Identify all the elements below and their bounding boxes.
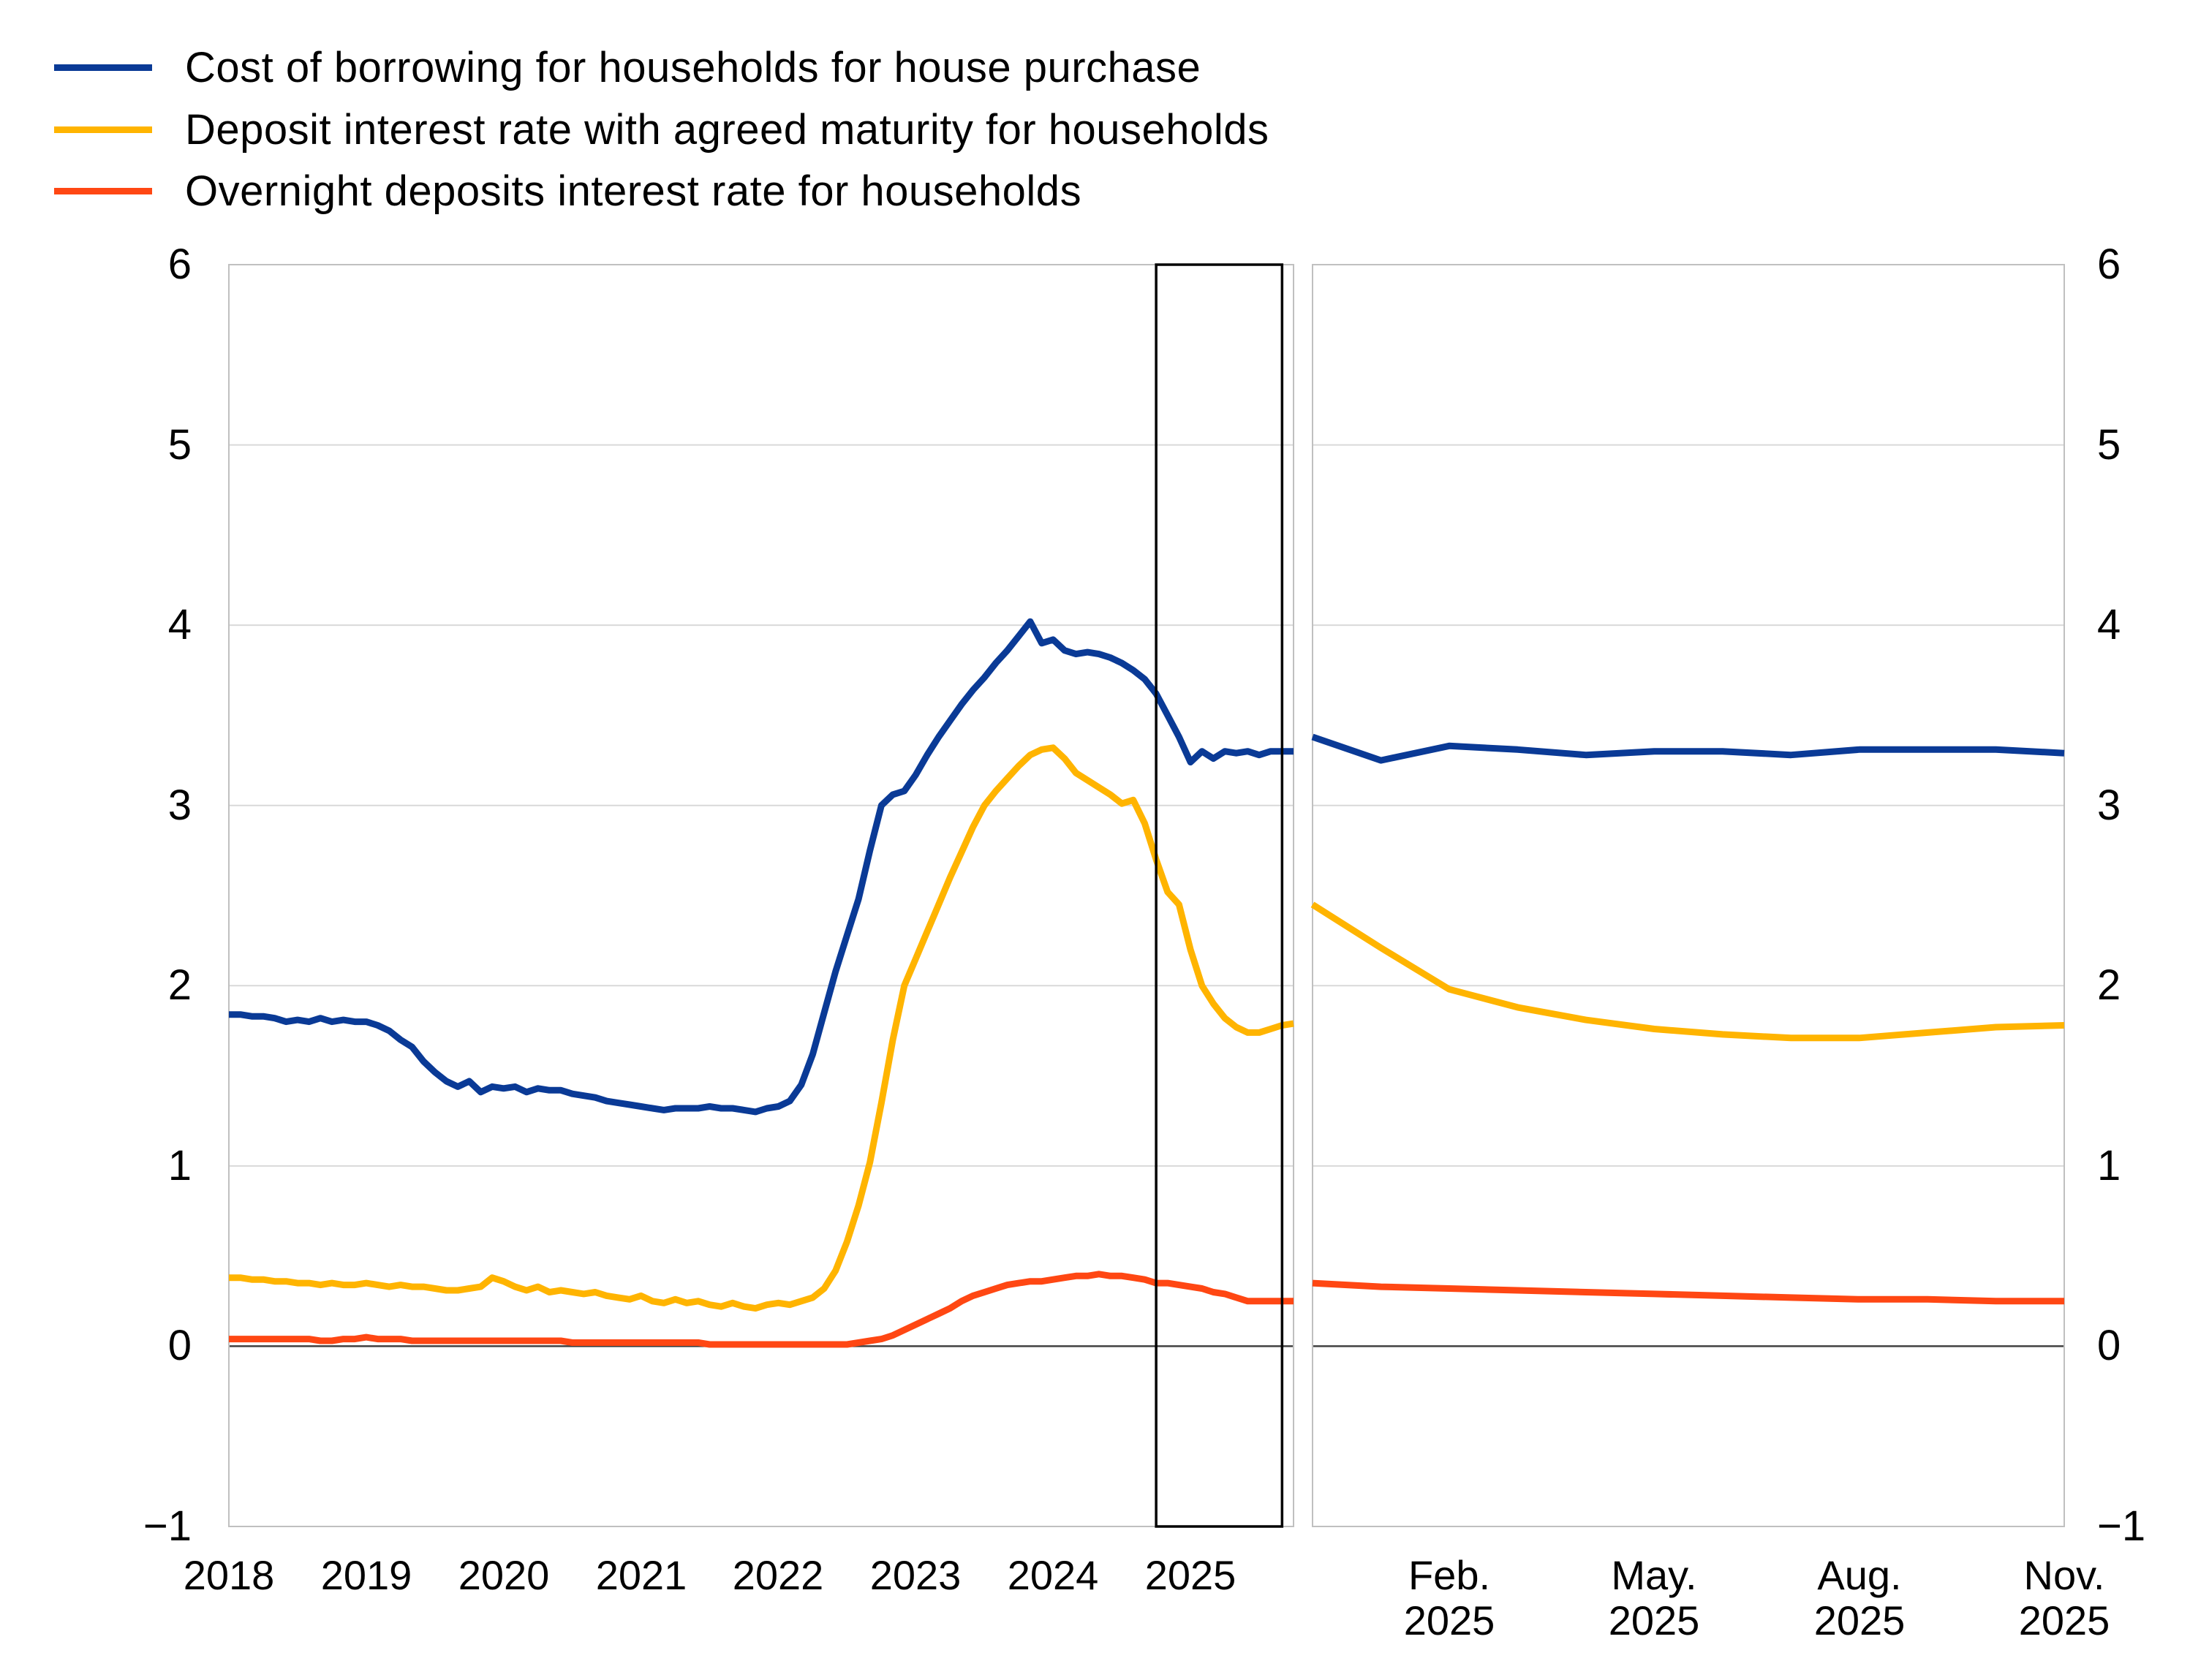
series-line-recent-panel-cost-of-borrowing (1311, 733, 2065, 764)
x-axis-label-month-year-3: 2025 (2018, 1597, 2110, 1643)
y-axis-label-right-0: 0 (2097, 1322, 2121, 1369)
y-axis-label-left-1: 1 (167, 1142, 192, 1189)
x-axis-label-month-May: May. (1611, 1552, 1697, 1598)
x-axis-label-year-2019: 2019 (320, 1552, 412, 1598)
y-axis-label-left-5: 5 (167, 421, 192, 469)
panel-border-history-panel (228, 264, 1294, 1527)
series-line-history-panel-overnight-deposits-interest (229, 1271, 1294, 1348)
highlight-box (1155, 263, 1284, 1528)
x-axis-label-month-Nov: Nov. (2023, 1552, 2105, 1598)
y-axis-label-right-1: 1 (2097, 1142, 2121, 1189)
x-axis-label-month-year-2: 2025 (1813, 1597, 1906, 1643)
legend-label: Deposit interest rate with agreed maturi… (185, 105, 1269, 154)
legend-line-swatch-yellow (54, 126, 152, 133)
x-axis-label-month-year-1: 2025 (1608, 1597, 1700, 1643)
legend-item-cost-of-borrowing: Cost of borrowing for households for hou… (54, 42, 1201, 93)
y-axis-label-right-5: 5 (2097, 421, 2121, 469)
y-axis-label-left-4: 4 (167, 601, 192, 648)
y-axis-label-right-4: 4 (2097, 601, 2121, 648)
legend-label: Overnight deposits interest rate for hou… (185, 167, 1082, 215)
y-axis-label-right-3: 3 (2097, 782, 2121, 829)
series-line-recent-panel-deposit-interest-rate (1310, 901, 2065, 1042)
y-axis-label-right--1: −1 (2097, 1502, 2146, 1550)
panel-border-recent-panel (1312, 264, 2065, 1527)
legend-label: Cost of borrowing for households for hou… (185, 43, 1201, 91)
legend-item-deposit-agreed-maturity: Deposit interest rate with agreed maturi… (54, 104, 1269, 155)
x-axis-label-year-2022: 2022 (732, 1552, 824, 1598)
x-axis-label-year-2018: 2018 (183, 1552, 275, 1598)
x-axis-label-year-2024: 2024 (1007, 1552, 1099, 1598)
x-axis-label-year-2021: 2021 (595, 1552, 687, 1598)
y-axis-label-right-2: 2 (2097, 961, 2121, 1009)
x-axis-label-year-2023: 2023 (869, 1552, 962, 1598)
series-line-history-panel-cost-of-borrowing (229, 618, 1294, 1116)
x-axis-label-year-2020: 2020 (458, 1552, 550, 1598)
legend-line-swatch-blue (54, 64, 152, 71)
x-axis-label-month-Aug: Aug. (1817, 1552, 1902, 1598)
y-axis-label-left--1: −1 (143, 1502, 192, 1550)
x-axis-label-month-Feb: Feb. (1408, 1552, 1491, 1598)
y-axis-label-left-0: 0 (167, 1322, 192, 1369)
y-axis-label-right-6: 6 (2097, 241, 2121, 288)
legend-item-overnight-deposits: Overnight deposits interest rate for hou… (54, 165, 1081, 216)
x-axis-label-year-2025: 2025 (1144, 1552, 1236, 1598)
y-axis-label-left-6: 6 (167, 241, 192, 288)
x-axis-label-month-year-0: 2025 (1403, 1597, 1495, 1643)
legend-line-swatch-red (54, 187, 152, 194)
y-axis-label-left-2: 2 (167, 961, 192, 1009)
y-axis-label-left-3: 3 (167, 782, 192, 829)
series-line-history-panel-deposit-interest-rate (229, 744, 1294, 1312)
series-line-recent-panel-overnight-deposits-interest (1312, 1279, 2064, 1305)
